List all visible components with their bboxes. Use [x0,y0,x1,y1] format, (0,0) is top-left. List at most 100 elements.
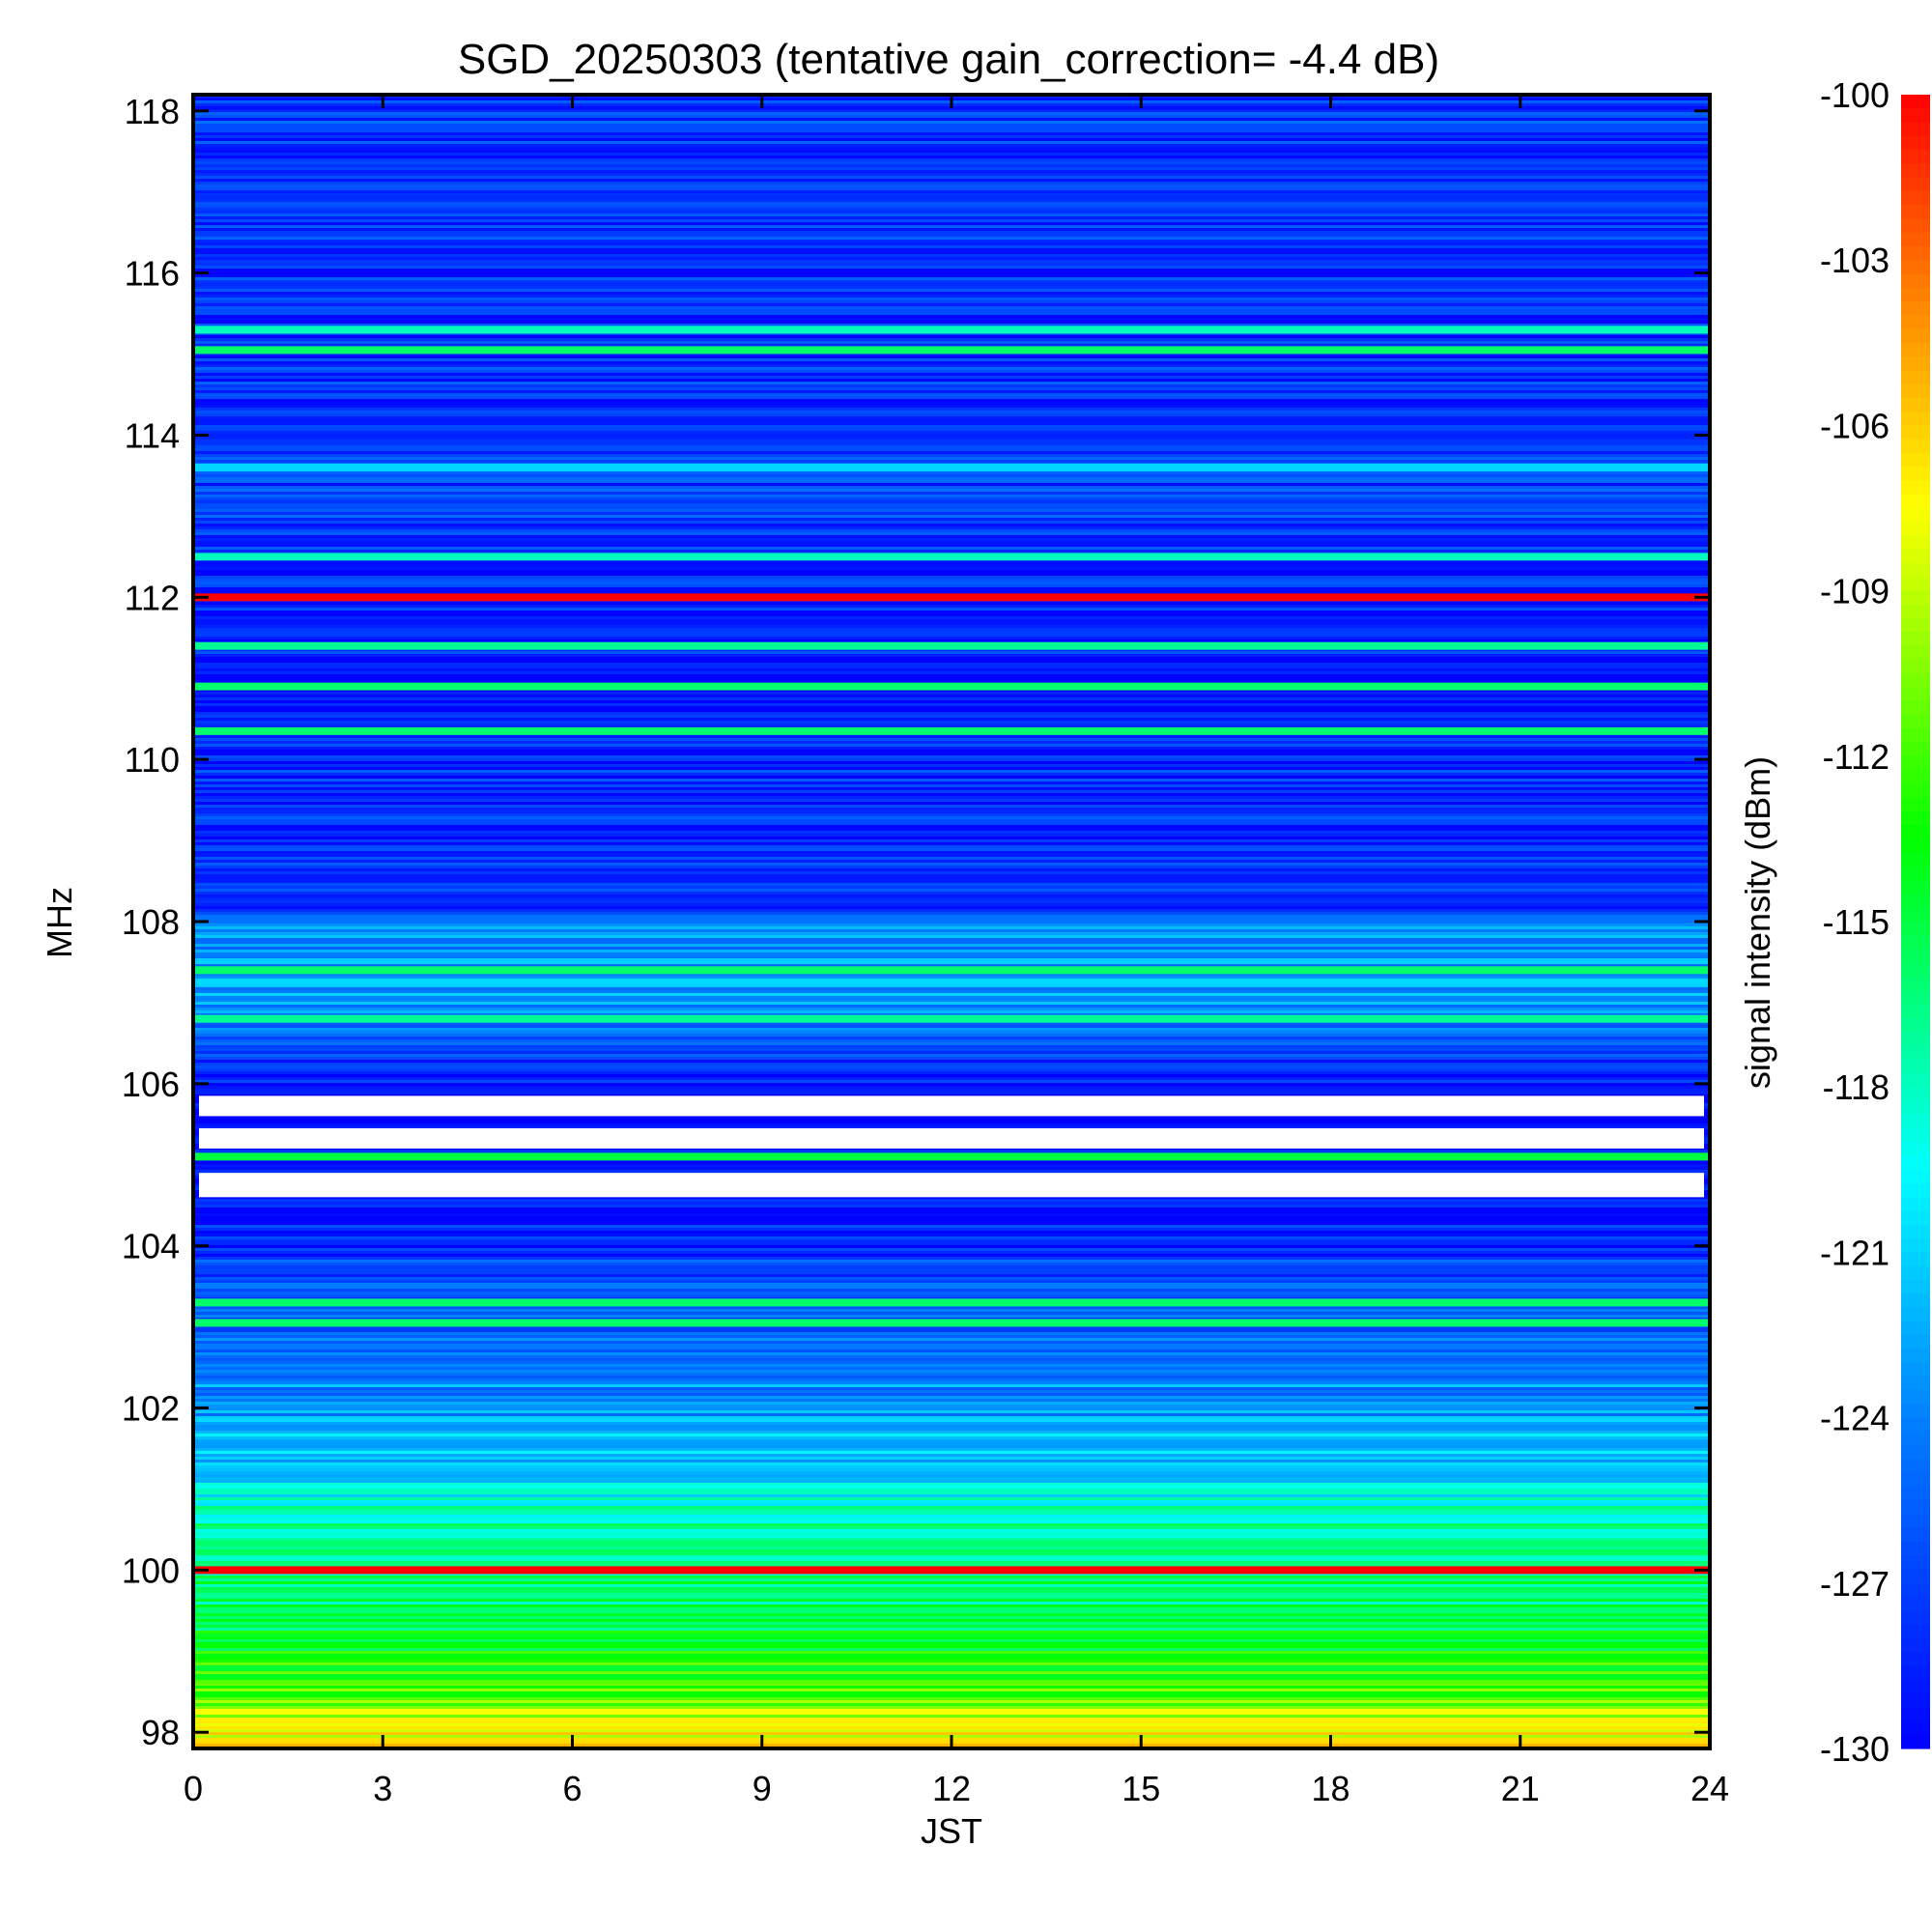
heatmap-row-249 [193,816,1710,819]
heatmap-row-34 [193,193,1710,196]
y-tick-label-10: 118 [125,92,180,131]
heatmap-row-326 [193,1039,1710,1042]
heatmap-row-519 [193,1599,1710,1602]
y-tick-label-5: 108 [122,902,180,942]
heatmap-row-543 [193,1668,1710,1671]
colorbar-segment-87 [1901,1293,1930,1309]
heatmap-row-558 [193,1712,1710,1715]
x-tick-label-3: 9 [753,1769,772,1808]
heatmap-row-410 [193,1283,1710,1286]
heatmap-row-364 [193,1150,1710,1152]
heatmap-row-564 [193,1729,1710,1732]
heatmap-row-268 [193,871,1710,874]
heatmap-row-316 [193,1010,1710,1013]
heatmap-row-263 [193,857,1710,860]
colorbar-segment-103 [1901,1514,1930,1529]
heatmap-row-323 [193,1031,1710,1034]
y-tick-label-6: 110 [125,740,180,780]
heatmap-row-238 [193,784,1710,787]
x-tick-label-7: 21 [1501,1769,1540,1808]
heatmap-row-13 [193,132,1710,135]
colorbar-segment-99 [1901,1459,1930,1474]
heatmap-row-498 [193,1538,1710,1541]
heatmap-row-532 [193,1636,1710,1639]
heatmap-row-432 [193,1347,1710,1350]
colorbar-segment-86 [1901,1279,1930,1294]
heatmap-row-140 [193,500,1710,503]
heatmap-row-133 [193,480,1710,483]
heatmap-row-384 [193,1208,1710,1210]
heatmap-row-185 [193,631,1710,634]
colorbar-segment-115 [1901,1679,1930,1694]
heatmap-row-530 [193,1631,1710,1634]
heatmap-row-505 [193,1558,1710,1561]
colorbar-segment-82 [1901,1224,1930,1239]
heatmap-row-457 [193,1419,1710,1422]
heatmap-row-215 [193,718,1710,721]
heatmap-row-516 [193,1590,1710,1593]
heatmap-row-153 [193,538,1710,541]
heatmap-row-58 [193,263,1710,266]
heatmap-row-64 [193,280,1710,283]
heatmap-row-483 [193,1494,1710,1497]
strong-line-7 [193,726,1710,735]
heatmap-row-242 [193,796,1710,799]
colorbar-segment-41 [1901,659,1930,674]
heatmap-row-224 [193,744,1710,747]
heatmap-row-98 [193,379,1710,382]
strong-line-10 [193,553,1710,561]
colorbar-segment-59 [1901,907,1930,923]
heatmap-row-561 [193,1720,1710,1723]
heatmap-row-101 [193,387,1710,390]
heatmap-row-228 [193,755,1710,758]
colorbar-segment-102 [1901,1500,1930,1516]
colorbar-tick-label-8: -124 [1820,1399,1889,1438]
heatmap-row-356 [193,1126,1710,1129]
heatmap-row-472 [193,1463,1710,1465]
heatmap-row-330 [193,1051,1710,1054]
colorbar-segment-21 [1901,384,1930,399]
heatmap-row-540 [193,1660,1710,1662]
no-data-band-1 [199,1128,1704,1149]
y-axis-label: MHz [40,887,79,958]
heatmap-row-512 [193,1578,1710,1581]
heatmap-row-195 [193,660,1710,663]
heatmap-row-520 [193,1602,1710,1605]
heatmap-row-39 [193,208,1710,211]
heatmap-row-259 [193,845,1710,848]
heatmap-row-223 [193,741,1710,744]
colorbar-segment-111 [1901,1624,1930,1639]
heatmap-row-265 [193,863,1710,866]
heatmap-row-465 [193,1442,1710,1445]
heatmap-row-514 [193,1584,1710,1587]
heatmap-row-18 [193,147,1710,150]
heatmap-row-296 [193,952,1710,955]
heatmap-row-188 [193,639,1710,642]
heatmap-row-16 [193,141,1710,144]
x-tick-label-5: 15 [1122,1769,1160,1808]
heatmap-row-198 [193,668,1710,671]
heatmap-row-464 [193,1439,1710,1442]
x-tick-label-2: 6 [562,1769,582,1808]
heatmap-row-57 [193,260,1710,263]
colorbar-segment-37 [1901,604,1930,619]
heatmap-row-175 [193,602,1710,605]
colorbar-segment-75 [1901,1128,1930,1143]
heatmap-row-292 [193,941,1710,944]
heatmap-row-236 [193,779,1710,781]
spectrogram-heatmap [193,95,1710,1749]
heatmap-row-217 [193,724,1710,726]
heatmap-row-41 [193,213,1710,216]
heatmap-row-102 [193,390,1710,393]
heatmap-row-179 [193,613,1710,616]
x-tick-label-6: 18 [1311,1769,1350,1808]
heatmap-row-332 [193,1057,1710,1060]
heatmap-row-51 [193,242,1710,245]
colorbar-segment-70 [1901,1059,1930,1074]
heatmap-row-192 [193,651,1710,654]
colorbar-segment-55 [1901,852,1930,867]
colorbar-segment-20 [1901,370,1930,385]
heatmap-row-251 [193,822,1710,825]
colorbar-segment-71 [1901,1072,1930,1088]
heatmap-row-100 [193,384,1710,387]
